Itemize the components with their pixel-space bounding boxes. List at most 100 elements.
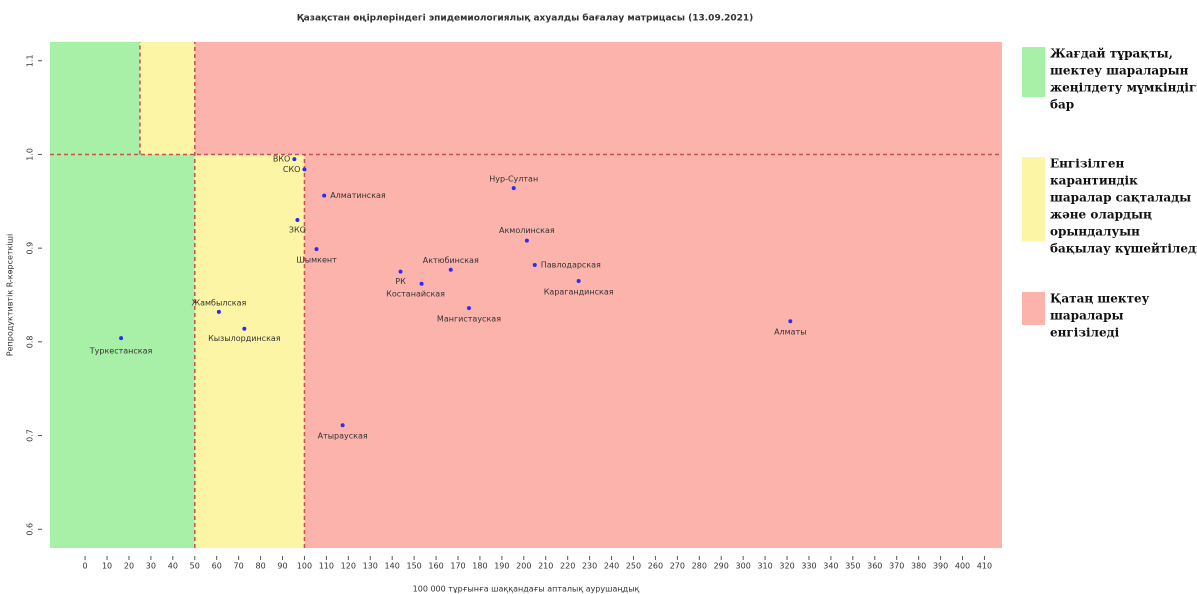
legend-label: карантиндік	[1050, 174, 1138, 188]
x-tick-label: 400	[955, 562, 970, 571]
x-tick-label: 140	[385, 562, 400, 571]
x-tick-label: 100	[297, 562, 312, 571]
x-tick-label: 220	[560, 562, 575, 571]
x-tick-label: 250	[626, 562, 641, 571]
legend-label: және олардың	[1050, 208, 1152, 222]
x-tick-label: 90	[277, 562, 287, 571]
x-tick-label: 30	[146, 562, 156, 571]
x-tick-label: 320	[779, 562, 794, 571]
y-tick-label: 0.9	[26, 242, 35, 255]
x-tick-label: 50	[190, 562, 200, 571]
point	[511, 186, 516, 191]
x-tick-label: 150	[406, 562, 421, 571]
point-label: Туркестанская	[89, 347, 153, 356]
point	[216, 309, 221, 314]
legend-label: бақылау күшейтіледі	[1050, 242, 1197, 256]
x-tick-label: 80	[255, 562, 265, 571]
point	[788, 319, 793, 324]
point-label: Костанайская	[386, 289, 445, 298]
point-label: Шымкент	[296, 256, 337, 265]
y-tick-label: 0.8	[26, 335, 35, 348]
x-tick-label: 180	[472, 562, 487, 571]
y-tick-label: 0.6	[26, 523, 35, 536]
x-tick-label: 70	[234, 562, 244, 571]
x-tick-label: 330	[801, 562, 816, 571]
legend-label: орындалуын	[1050, 225, 1140, 239]
y-tick-label: 0.7	[26, 429, 35, 442]
x-tick-label: 40	[168, 562, 178, 571]
point-label: РК	[395, 277, 406, 286]
y-tick-label: 1.0	[26, 148, 35, 161]
point	[448, 267, 453, 272]
point-label: Мангистауская	[437, 315, 501, 324]
point	[292, 157, 297, 162]
point	[322, 193, 327, 198]
x-tick-label: 170	[450, 562, 465, 571]
point	[419, 281, 424, 286]
legend-label: шаралары	[1050, 309, 1124, 323]
x-tick-label: 360	[867, 562, 882, 571]
point-label: Павлодарская	[541, 261, 601, 270]
x-tick-label: 160	[428, 562, 443, 571]
x-tick-label: 350	[845, 562, 860, 571]
point-label: Алматы	[774, 328, 807, 337]
point-label: Актюбинская	[423, 256, 479, 265]
zone	[50, 154, 195, 548]
point-label: Алматинская	[330, 191, 386, 200]
legend-label: бар	[1050, 98, 1074, 112]
point	[532, 263, 537, 268]
point-label: Кызылординская	[208, 334, 281, 343]
point-label: Атырауская	[318, 432, 368, 441]
x-tick-label: 300	[736, 562, 751, 571]
point	[302, 167, 307, 172]
x-tick-label: 390	[933, 562, 948, 571]
x-tick-label: 200	[516, 562, 531, 571]
point	[524, 238, 529, 243]
legend-label: Жағдай тұрақты,	[1050, 47, 1173, 61]
point-label: Нур-Султан	[489, 175, 538, 184]
x-tick-label: 210	[538, 562, 553, 571]
y-axis-label: Репродуктивтік R-көрсеткіші	[6, 234, 15, 356]
x-tick-label: 410	[977, 562, 992, 571]
point-label: Акмолинская	[499, 226, 555, 235]
x-tick-label: 230	[582, 562, 597, 571]
y-tick-label: 1.1	[26, 54, 35, 67]
legend-label: шаралар сақталады	[1050, 191, 1191, 205]
point-label: Карагандинская	[544, 287, 614, 296]
x-tick-label: 380	[911, 562, 926, 571]
x-tick-label: 110	[319, 562, 334, 571]
x-tick-label: 120	[341, 562, 356, 571]
zone	[194, 154, 305, 548]
x-tick-label: 370	[889, 562, 904, 571]
point	[576, 278, 581, 283]
point	[466, 306, 471, 311]
point	[340, 423, 345, 428]
x-tick-label: 10	[102, 562, 112, 571]
x-tick-label: 190	[494, 562, 509, 571]
legend-label: шектеу шараларын	[1050, 64, 1189, 78]
x-tick-label: 60	[212, 562, 222, 571]
point	[295, 218, 300, 223]
chart-title: Қазақстан өңірлеріндегі эпидемиологиялық…	[297, 13, 754, 24]
point	[314, 247, 319, 252]
legend-swatch	[1022, 47, 1045, 97]
x-tick-label: 20	[124, 562, 134, 571]
point	[242, 326, 247, 331]
x-tick-label: 240	[604, 562, 619, 571]
point	[398, 269, 403, 274]
x-tick-label: 340	[823, 562, 838, 571]
x-tick-label: 270	[670, 562, 685, 571]
x-tick-label: 260	[648, 562, 663, 571]
legend-label: енгізіледі	[1050, 326, 1120, 340]
x-axis-label: 100 000 тұрғынға шаққандағы апталық ауру…	[413, 585, 640, 594]
legend-label: жеңілдету мүмкіндігі	[1050, 81, 1197, 95]
point	[119, 336, 124, 341]
zone	[50, 42, 140, 155]
point-label: ЗКО	[289, 226, 306, 235]
zone	[304, 154, 1002, 548]
zone	[139, 42, 195, 155]
x-tick-label: 0	[83, 562, 88, 571]
legend-label: Қатаң шектеу	[1050, 292, 1150, 306]
point-label: ВКО	[273, 155, 290, 164]
